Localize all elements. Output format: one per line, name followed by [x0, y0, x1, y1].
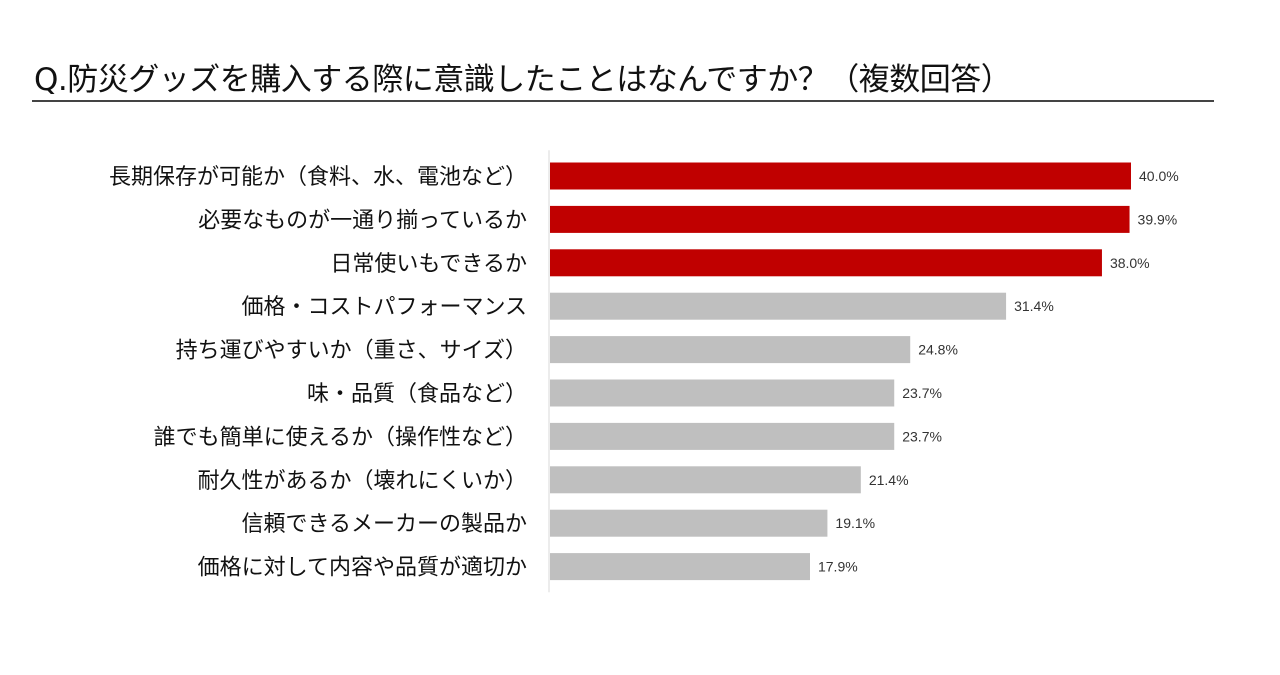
category-label: 信頼できるメーカーの製品か	[241, 512, 527, 537]
data-label: 24.8%	[918, 342, 958, 358]
data-label: 19.1%	[835, 515, 875, 531]
data-label: 23.7%	[902, 428, 942, 444]
bar	[550, 336, 911, 364]
category-label: 価格・コストパフォーマンス	[241, 295, 527, 320]
bar	[550, 466, 861, 494]
bar	[550, 509, 828, 537]
bar	[550, 553, 810, 581]
category-label: 味・品質（食品など）	[307, 382, 527, 407]
data-label: 40.0%	[1139, 168, 1179, 184]
category-label: 耐久性があるか（壊れにくいか）	[197, 469, 527, 494]
data-label: 31.4%	[1014, 298, 1054, 314]
category-label: 長期保存が可能か（食料、水、電池など）	[109, 165, 527, 190]
bar	[550, 162, 1131, 190]
data-label: 23.7%	[902, 385, 942, 401]
category-label: 必要なものが一通り揃っているか	[198, 208, 527, 233]
bar	[550, 205, 1130, 233]
data-label: 39.9%	[1138, 211, 1178, 227]
category-label: 誰でも簡単に使えるか（操作性など）	[154, 425, 527, 450]
chart-title: Q.防災グッズを購入する際に意識したことはなんですか？（複数回答）	[34, 62, 1012, 98]
data-label: 17.9%	[818, 559, 858, 575]
bar	[550, 249, 1102, 277]
bar	[550, 292, 1007, 320]
title-underline	[32, 100, 1214, 102]
data-label: 21.4%	[869, 472, 909, 488]
data-label: 38.0%	[1110, 255, 1150, 271]
bar	[550, 422, 895, 450]
category-label: 日常使いもできるか	[330, 252, 527, 277]
bar	[550, 379, 895, 407]
category-label: 持ち運びやすいか（重さ、サイズ）	[176, 339, 527, 364]
category-label: 価格に対して内容や品質が適切か	[198, 556, 527, 581]
